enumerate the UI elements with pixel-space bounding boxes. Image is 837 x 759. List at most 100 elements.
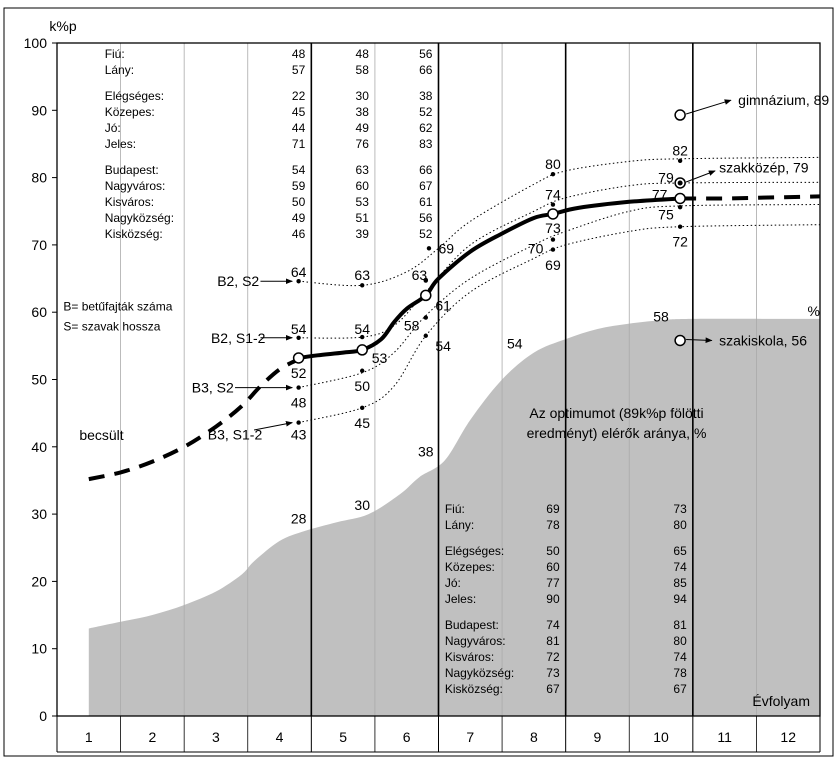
upper-table-cell: 38 <box>356 105 370 119</box>
upper-table-cell: 44 <box>292 121 306 135</box>
upper-table-cell: 52 <box>419 227 433 241</box>
y-axis-title: k%p <box>49 18 76 34</box>
lower-table-cell: 74 <box>546 618 560 632</box>
upper-table-row-label: Nagyközség: <box>105 211 174 225</box>
lower-table-row-label: Jeles: <box>445 592 476 606</box>
dotted-series-point <box>423 278 428 283</box>
x-tick-label: 10 <box>653 729 669 745</box>
lower-table-row-label: Kisváros: <box>445 650 494 664</box>
dotted-series-line <box>298 224 821 424</box>
lower-table-cell: 72 <box>546 650 560 664</box>
lower-table-row-label: Nagyváros: <box>445 634 506 648</box>
dotted-series-value-label: 70 <box>528 240 544 256</box>
school-marker-label: gimnázium, 89 <box>738 92 829 108</box>
upper-table-cell: 61 <box>419 195 433 209</box>
main-series-value-label: 52 <box>291 365 307 381</box>
lower-table-cell: 65 <box>673 544 687 558</box>
upper-table-row-label: Fiú: <box>105 47 125 61</box>
dotted-series-point <box>296 420 301 425</box>
dotted-series-value-label: 74 <box>545 186 561 202</box>
upper-table-cell: 63 <box>356 163 370 177</box>
x-tick-label: 1 <box>85 729 93 745</box>
dotted-series-point <box>360 283 365 288</box>
upper-table-cell: 22 <box>292 89 306 103</box>
upper-table-row-label: Jó: <box>105 121 121 135</box>
school-marker-label: szakiskola, 56 <box>719 332 807 348</box>
dotted-series-arrow <box>254 421 293 431</box>
dotted-series-value-label: 75 <box>658 207 674 223</box>
dotted-series-name-label: B2, S2 <box>217 273 259 289</box>
lower-table-row-label: Közepes: <box>445 560 495 574</box>
upper-table-cell: 66 <box>419 63 433 77</box>
upper-table-cell: 60 <box>356 179 370 193</box>
estimated-series-label: becsült <box>79 427 123 443</box>
lower-table-cell: 78 <box>673 666 687 680</box>
lower-table-cell: 74 <box>673 650 687 664</box>
y-right-label: % <box>808 303 820 319</box>
main-series-marker <box>420 289 432 302</box>
x-tick-label: 3 <box>212 729 220 745</box>
upper-table-cell: 51 <box>356 211 370 225</box>
lower-table-cell: 80 <box>673 634 687 648</box>
lower-table-cell: 73 <box>546 666 560 680</box>
dotted-series-name-label: B3, S1-2 <box>208 427 263 443</box>
outer-frame <box>3 7 834 757</box>
upper-table-cell: 38 <box>419 89 433 103</box>
dotted-series-point <box>426 246 432 251</box>
upper-table-cell: 49 <box>292 211 306 225</box>
upper-table-row-label: Elégséges: <box>105 89 164 103</box>
main-series-value-label: 53 <box>372 350 388 366</box>
x-tick-label: 7 <box>466 729 474 745</box>
school-marker-arrow <box>686 337 713 344</box>
school-marker <box>674 334 686 347</box>
lower-table-row-label: Kisközség: <box>445 682 503 696</box>
upper-table-cell: 66 <box>419 163 433 177</box>
lower-table-cell: 81 <box>673 618 687 632</box>
x-tick-label: 4 <box>276 729 284 745</box>
main-series-dashed-tail <box>680 194 821 201</box>
upper-table-cell: 59 <box>292 179 306 193</box>
upper-table-row-label: Lány: <box>105 63 134 77</box>
dotted-series-name-label: B3, S2 <box>192 380 234 396</box>
lower-table-cell: 73 <box>673 502 687 516</box>
upper-table-cell: 39 <box>356 227 370 241</box>
dotted-series-value-label: 45 <box>354 415 370 431</box>
dotted-series-value-label: 63 <box>354 267 370 283</box>
dotted-series-value-label: 72 <box>672 234 688 250</box>
y-tick-label: 30 <box>31 506 47 522</box>
area-description-label: Az optimumot (89k%p fölötti <box>529 405 703 421</box>
lower-table-cell: 74 <box>673 560 687 574</box>
upper-table-cell: 46 <box>292 227 306 241</box>
upper-table-row-label: Jeles: <box>105 137 136 151</box>
main-series-marker <box>292 352 305 364</box>
dotted-series-value-label: 69 <box>545 257 561 273</box>
x-tick-label: 12 <box>780 729 796 745</box>
dotted-series-value-label: 79 <box>658 170 674 186</box>
main-series-marker <box>547 208 559 220</box>
lower-table-cell: 60 <box>546 560 560 574</box>
y-tick-label: 60 <box>31 304 47 320</box>
x-tick-label: 6 <box>403 729 411 745</box>
upper-table-cell: 48 <box>292 47 306 61</box>
main-series-line <box>298 196 681 360</box>
dotted-series-point <box>423 333 428 338</box>
upper-table-row-label: Kisváros: <box>105 195 154 209</box>
dotted-series-line <box>298 204 821 389</box>
y-tick-label: 100 <box>24 35 48 51</box>
dotted-series-point <box>360 405 365 410</box>
lower-table-cell: 77 <box>546 576 560 590</box>
lower-table-row-label: Elégséges: <box>445 544 504 558</box>
upper-table-cell: 54 <box>292 163 306 177</box>
lower-table-cell: 85 <box>673 576 687 590</box>
dotted-series-value-label: 63 <box>412 267 428 283</box>
main-series-marker <box>356 344 368 356</box>
lower-table-cell: 81 <box>546 634 560 648</box>
x-tick-label: 5 <box>339 729 347 745</box>
dotted-series-value-label: 48 <box>291 394 307 410</box>
main-series-value-label: 77 <box>652 186 668 202</box>
dotted-series-value-label: 69 <box>439 240 455 256</box>
area-value-label: 38 <box>418 443 434 459</box>
dotted-series-point <box>677 205 683 210</box>
y-tick-label: 70 <box>31 237 47 253</box>
